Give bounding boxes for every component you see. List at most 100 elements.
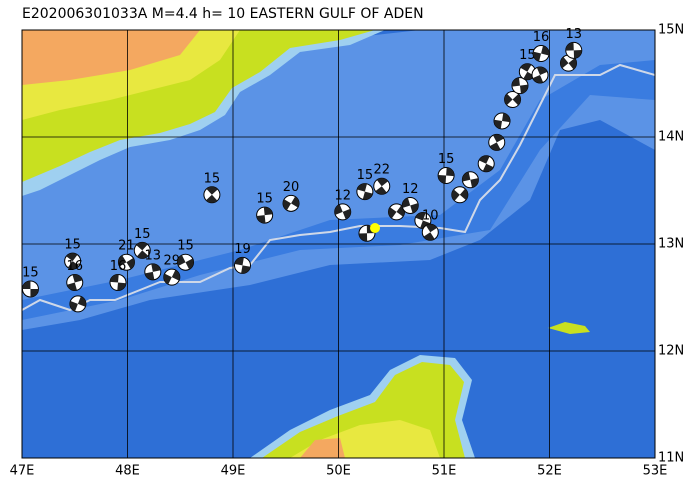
- depth-label: 10: [422, 209, 439, 224]
- focal-mechanism: [21, 280, 39, 298]
- depth-label: 13: [145, 248, 162, 263]
- depth-label: 15: [519, 48, 536, 63]
- depth-label: 20: [283, 180, 300, 195]
- beachball-quadrant: [565, 42, 582, 59]
- focal-mechanism: [493, 112, 511, 130]
- beachball-quadrant: [22, 280, 39, 297]
- somalia-mountains: [300, 438, 345, 458]
- focal-mechanism: [334, 203, 352, 221]
- depth-label: 21: [118, 239, 135, 254]
- lat-label: 12N: [658, 344, 684, 359]
- beachball-quadrant: [489, 134, 504, 151]
- focal-mechanism: [565, 41, 583, 59]
- beachball-quadrant: [69, 296, 86, 312]
- lon-label: 50E: [326, 464, 351, 479]
- focal-mechanism: [69, 295, 87, 313]
- focal-mechanism: [66, 274, 84, 292]
- beachball-quadrant: [423, 224, 437, 241]
- focal-mechanism: [518, 63, 536, 81]
- focal-mechanism: [133, 241, 151, 259]
- depth-label: 15: [357, 168, 374, 183]
- depth-label: 12: [402, 182, 419, 197]
- depth-label: 15: [256, 192, 273, 207]
- beachball-quadrant: [66, 253, 80, 270]
- focal-mechanism: [388, 203, 406, 221]
- depth-label: 15: [204, 171, 221, 186]
- beachball-quadrant: [533, 45, 550, 62]
- beachball-quadrant: [110, 274, 126, 291]
- yemen-mountains: [22, 30, 200, 85]
- lon-label: 51E: [432, 464, 457, 479]
- beachball-quadrant: [451, 188, 468, 201]
- focal-mechanism: [144, 263, 162, 281]
- focal-mechanism: [373, 177, 391, 195]
- focal-mechanism: [477, 155, 495, 173]
- depth-label: 15: [22, 265, 39, 280]
- lon-label: 53E: [643, 464, 668, 479]
- focal-mechanism: [233, 256, 251, 274]
- depth-label: 15: [64, 238, 81, 253]
- focal-mechanism: [451, 186, 469, 204]
- beachball-quadrant: [388, 205, 405, 219]
- focal-mechanism: [163, 268, 181, 286]
- beachball-quadrant: [177, 255, 194, 270]
- beachball-quadrant: [494, 113, 511, 129]
- beachball-quadrant: [136, 242, 149, 259]
- focal-mechanism: [109, 274, 127, 292]
- focal-mechanism: [256, 206, 274, 224]
- depth-label: 15: [134, 227, 151, 242]
- ridge: [22, 60, 655, 320]
- focal-mechanism: [511, 77, 529, 95]
- focal-mechanism: [504, 91, 522, 109]
- depth-label: 29: [164, 254, 181, 269]
- focal-mechanism: [356, 183, 374, 201]
- focal-mechanism: [401, 196, 419, 214]
- depth-label: 15: [177, 239, 194, 254]
- focal-mechanism: [203, 186, 221, 204]
- depth-label: 16: [110, 259, 127, 274]
- depth-label: 13: [565, 27, 582, 42]
- focal-mechanism: [437, 167, 455, 185]
- lat-label: 13N: [658, 237, 684, 252]
- beachball-quadrant: [520, 63, 535, 80]
- lon-label: 49E: [221, 464, 246, 479]
- depth-label: 12: [334, 188, 351, 203]
- depth-label: 16: [66, 259, 83, 274]
- focal-mechanism: [488, 133, 506, 151]
- beachball-quadrant: [504, 93, 521, 106]
- beachball-quadrant: [462, 171, 479, 188]
- focal-mechanism: [461, 171, 479, 189]
- beachball-quadrant: [415, 212, 431, 229]
- beachball-quadrant: [511, 77, 528, 94]
- focal-mechanism: [117, 253, 135, 271]
- beachball-quadrant: [118, 255, 135, 269]
- focal-mechanism: [282, 194, 300, 212]
- beachball-quadrant: [234, 257, 251, 274]
- beachball-quadrant: [438, 167, 455, 184]
- plate-boundary: [22, 63, 655, 312]
- focal-mechanism: [531, 66, 549, 84]
- frame: [21, 29, 656, 459]
- depth-label: 19: [234, 242, 251, 257]
- focal-mechanism: [64, 252, 82, 270]
- beachball-quadrant: [375, 178, 389, 195]
- lat-label: 14N: [658, 130, 684, 145]
- beachball-quadrant: [67, 274, 83, 291]
- lon-label: 47E: [10, 464, 35, 479]
- beachball-quadrant: [163, 269, 180, 285]
- island: [548, 322, 590, 334]
- depth-label: 15: [438, 152, 455, 167]
- beachball-quadrant: [206, 186, 218, 203]
- beachball-quadrant: [283, 196, 300, 211]
- beachball-quadrant: [144, 263, 161, 280]
- beachball-quadrant: [402, 197, 419, 214]
- focal-mechanism: [177, 253, 195, 271]
- depth-label: 22: [373, 163, 390, 178]
- epicenter: [370, 223, 380, 233]
- beachball-quadrant: [256, 207, 273, 224]
- lat-label: 15N: [658, 23, 684, 38]
- beachball-quadrant: [334, 204, 351, 220]
- focal-mechanism: [421, 223, 439, 241]
